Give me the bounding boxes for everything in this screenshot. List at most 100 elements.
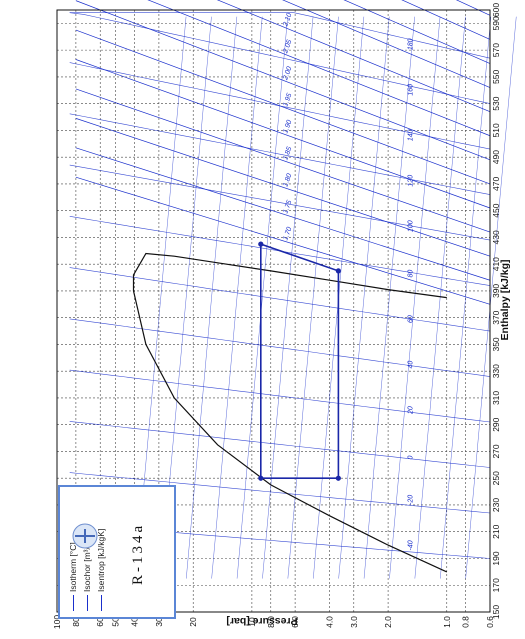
isentrope-line	[75, 59, 491, 209]
isotherm-line	[69, 12, 491, 59]
logo-icon	[72, 523, 98, 549]
isentrope-line	[75, 29, 491, 185]
isotherm-label: 140	[407, 129, 414, 141]
cycle-point	[335, 475, 341, 481]
isotherm-label: 20	[407, 406, 414, 415]
cycle-point	[258, 475, 264, 481]
y-tick-label: 250	[491, 471, 501, 485]
saturation-dome	[132, 252, 448, 573]
y-tick-label: 590	[491, 16, 501, 30]
x-tick-label: 2.0	[383, 616, 393, 628]
x-tick-label: 50	[111, 617, 121, 627]
isolines	[69, 0, 517, 579]
y-tick-label: 150	[491, 605, 501, 619]
y-tick-label: 230	[491, 498, 501, 512]
isentrope-label: 1.70	[282, 226, 293, 241]
isochor-line	[135, 16, 187, 579]
isentrope-label: 2.15	[282, 0, 294, 2]
isentrope-line	[75, 118, 491, 257]
x-tick-label: 6.0	[290, 616, 300, 628]
isentrope-line	[282, 0, 491, 88]
isoline-labels: 1.70 1.75 1.80 1.85 1.90 1.95 2.00 2.05 2.10 2.15…	[282, 0, 415, 550]
y-tick-label: 330	[491, 364, 501, 378]
isotherm-line	[69, 318, 491, 377]
isochor-line	[160, 16, 212, 579]
refrigerant-label: R-134a	[130, 522, 146, 585]
legend-box: Isotherm [°C] Isochor [m³/kg] Isentrop […	[58, 485, 176, 619]
y-tick-label: 390	[491, 284, 501, 298]
x-tick-label: 80	[71, 617, 81, 627]
isentrope-line	[216, 0, 491, 112]
isentrope-label: 2.10	[282, 12, 294, 28]
isentrope-line	[147, 0, 491, 137]
isochor-line	[338, 16, 390, 579]
legend-swatch-icon	[86, 595, 88, 611]
x-tick-label: 0.8	[461, 616, 471, 628]
isentrope-label: 1.85	[282, 146, 293, 161]
y-tick-label: 290	[491, 417, 501, 431]
isotherm-line	[69, 12, 491, 104]
x-tick-label: 30	[154, 617, 164, 627]
x-tick-label: 100	[52, 615, 62, 629]
isentrope-label: 2.00	[282, 66, 294, 82]
isochor-line	[440, 16, 492, 579]
legend-rotated: Isotherm [°C] Isochor [m³/kg] Isentrop […	[60, 487, 178, 621]
y-tick-label: 450	[491, 203, 501, 217]
y-tick-label: 210	[491, 524, 501, 538]
isochor-line	[363, 16, 415, 579]
y-tick-label: 270	[491, 444, 501, 458]
x-tick-label: 8.0	[266, 616, 276, 628]
x-tick-label: 60	[95, 617, 105, 627]
y-tick-label: 410	[491, 257, 501, 271]
y-tick-label: 310	[491, 391, 501, 405]
legend-swatch-icon	[72, 595, 74, 611]
isentrope-line	[75, 88, 491, 233]
isotherm-label: 180	[407, 38, 414, 50]
y-tick-label: 370	[491, 310, 501, 324]
x-tick-label: 3.0	[349, 616, 359, 628]
isentrope-label: 1.80	[282, 173, 293, 188]
y-tick-label: 530	[491, 96, 501, 110]
legend-item-isotherm: Isotherm [°C]	[68, 542, 78, 611]
isochor-line	[389, 16, 441, 579]
x-tick-label: 10	[247, 617, 257, 627]
isentrope-label: 1.95	[282, 92, 293, 107]
isotherm-line	[69, 164, 491, 241]
y-tick-label: 490	[491, 150, 501, 164]
isotherm-label: 60	[407, 315, 414, 323]
isentrope-line	[75, 0, 491, 161]
y-tick-label: 350	[491, 337, 501, 351]
y-tick-label: 550	[491, 70, 501, 84]
isotherm-label: 160	[407, 84, 414, 96]
x-axis-title: Pressure [bar]	[226, 615, 297, 627]
cycle-point	[258, 241, 264, 247]
isentrope-line	[75, 176, 491, 305]
cycle-point	[335, 268, 341, 274]
isotherm-line	[69, 267, 491, 332]
isentrope-line	[401, 0, 491, 40]
isentrope-line	[75, 147, 491, 281]
isotherm-line	[69, 62, 491, 150]
y-tick-label: 430	[491, 230, 501, 244]
refrigeration-cycle	[258, 241, 341, 481]
legend-swatch-icon	[100, 595, 102, 611]
y-tick-label: 570	[491, 43, 501, 57]
plot-frame	[56, 9, 491, 613]
saturation-dome-line	[132, 252, 448, 573]
isochor-line	[414, 16, 466, 579]
isentrope-label: 1.90	[282, 119, 293, 134]
x-tick-label: 20	[188, 617, 198, 627]
x-tick-label: 4.0	[324, 616, 334, 628]
x-tick-label: 40	[130, 617, 140, 627]
y-axis-title: Enthalpy [kJ/kg]	[499, 259, 511, 340]
isotherm-label: 100	[407, 220, 414, 232]
isotherm-label: 80	[407, 270, 414, 278]
isotherm-label: 120	[407, 175, 414, 187]
isotherm-line	[69, 472, 491, 514]
isentrope-label: 2.05	[282, 39, 294, 55]
isotherm-line	[69, 113, 491, 195]
isochor-line	[287, 16, 339, 579]
isentrope-line	[343, 0, 491, 64]
x-tick-label: 0.6	[485, 616, 495, 628]
isochor-line	[236, 16, 288, 579]
